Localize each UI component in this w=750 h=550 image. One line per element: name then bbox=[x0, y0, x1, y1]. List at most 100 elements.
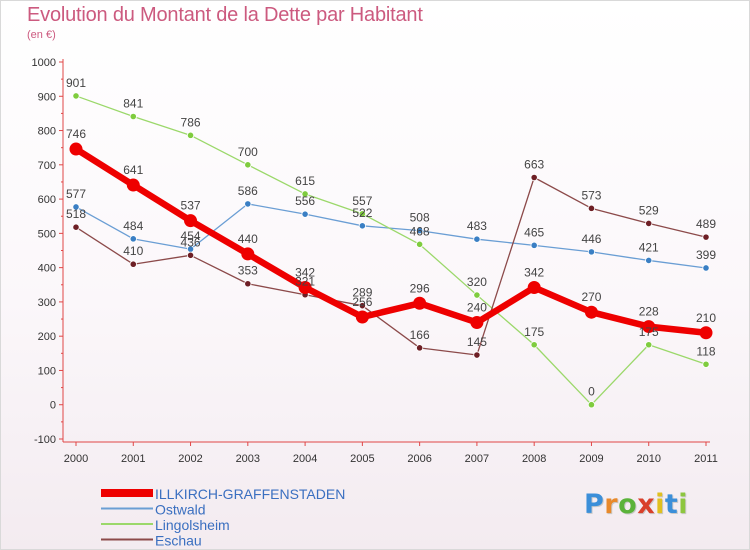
legend-item: Eschau bbox=[101, 533, 202, 549]
data-point bbox=[358, 222, 366, 230]
data-point bbox=[69, 142, 83, 156]
series-line bbox=[75, 176, 707, 356]
legend: ILLKIRCH-GRAFFENSTADENOstwaldLingolsheim… bbox=[101, 486, 345, 549]
data-point bbox=[72, 203, 80, 211]
data-point bbox=[186, 251, 195, 259]
data-point bbox=[587, 204, 596, 212]
data-label: 353 bbox=[238, 264, 258, 278]
logo-letter: t bbox=[664, 489, 679, 520]
data-label: 410 bbox=[123, 244, 143, 258]
data-label: 320 bbox=[467, 275, 487, 289]
x-tick-label: 2007 bbox=[465, 453, 489, 465]
data-point bbox=[298, 281, 312, 295]
data-label: 465 bbox=[524, 225, 544, 239]
data-label: 577 bbox=[66, 187, 86, 201]
data-point bbox=[358, 302, 366, 310]
data-label: 557 bbox=[352, 194, 372, 208]
data-label: 0 bbox=[588, 385, 595, 399]
data-point bbox=[645, 219, 653, 228]
data-point bbox=[530, 341, 538, 349]
data-label: 289 bbox=[352, 286, 372, 300]
data-point bbox=[416, 344, 424, 352]
series-line bbox=[75, 95, 707, 406]
data-point bbox=[702, 233, 710, 241]
data-point bbox=[702, 264, 710, 272]
data-label: 421 bbox=[639, 240, 659, 254]
x-tick-label: 2010 bbox=[636, 453, 660, 465]
data-label: 342 bbox=[524, 266, 544, 280]
series-ostwald bbox=[72, 200, 710, 272]
data-label: 786 bbox=[181, 115, 201, 129]
data-label: 240 bbox=[467, 300, 487, 314]
data-label: 270 bbox=[581, 290, 601, 304]
series-layer bbox=[69, 92, 713, 409]
logo-letter: x bbox=[637, 489, 656, 520]
data-label: 489 bbox=[696, 217, 716, 231]
data-point bbox=[473, 351, 481, 359]
data-label: 573 bbox=[581, 188, 601, 202]
data-point bbox=[301, 190, 309, 198]
data-label: 522 bbox=[352, 206, 372, 220]
data-point bbox=[72, 223, 80, 231]
data-point bbox=[416, 227, 424, 235]
y-tick-label: 700 bbox=[38, 160, 56, 172]
x-tick-label: 2009 bbox=[579, 453, 603, 465]
y-tick-label: 1000 bbox=[32, 57, 56, 69]
x-tick-label: 2004 bbox=[293, 453, 317, 465]
legend-item: ILLKIRCH-GRAFFENSTADEN bbox=[101, 486, 345, 502]
data-label: 256 bbox=[352, 295, 372, 309]
legend-label: Eschau bbox=[155, 533, 202, 549]
data-label: 175 bbox=[639, 325, 659, 339]
y-tick-label: 800 bbox=[38, 126, 56, 138]
data-point bbox=[587, 248, 596, 256]
data-label: 641 bbox=[123, 163, 143, 177]
data-label: 841 bbox=[123, 96, 143, 110]
data-point bbox=[186, 131, 195, 139]
data-label: 228 bbox=[639, 305, 659, 319]
data-point bbox=[358, 210, 366, 218]
x-tick-label: 2001 bbox=[121, 453, 145, 465]
x-tick-label: 2002 bbox=[178, 453, 202, 465]
data-label: 118 bbox=[696, 344, 715, 358]
data-point bbox=[702, 360, 710, 368]
data-label: 508 bbox=[410, 211, 430, 225]
data-label: 700 bbox=[238, 145, 258, 159]
data-point bbox=[244, 200, 252, 208]
axes: -100 0 100 200 300 400 500 600 700 800 900 1000 2000… bbox=[32, 57, 718, 465]
legend-item: Lingolsheim bbox=[101, 517, 230, 533]
data-point bbox=[584, 305, 598, 319]
data-point bbox=[530, 241, 538, 249]
data-point bbox=[642, 320, 656, 334]
data-label: 321 bbox=[295, 275, 315, 289]
data-label: 483 bbox=[467, 219, 487, 233]
data-label: 145 bbox=[467, 335, 487, 349]
legend-label: Ostwald bbox=[155, 502, 206, 518]
data-point bbox=[72, 92, 80, 100]
legend-item: Ostwald bbox=[101, 502, 206, 518]
chart-unit: (en €) bbox=[27, 29, 56, 41]
data-label: 210 bbox=[696, 311, 716, 325]
data-point bbox=[587, 401, 596, 409]
y-tick-label: 900 bbox=[38, 91, 56, 103]
series-lingolsheim bbox=[72, 92, 710, 409]
logo-letter: i bbox=[678, 489, 689, 520]
data-point bbox=[416, 240, 424, 248]
logo-letter: P bbox=[584, 489, 605, 520]
y-tick-label: 300 bbox=[38, 297, 56, 309]
series-line bbox=[75, 203, 707, 269]
data-label: 518 bbox=[66, 207, 86, 221]
data-point bbox=[244, 161, 252, 169]
data-label: 296 bbox=[410, 281, 430, 295]
data-point bbox=[470, 315, 484, 329]
chart-title: Evolution du Montant de la Dette par Hab… bbox=[27, 4, 423, 26]
data-point bbox=[473, 235, 481, 243]
series-illkirch-graffenstaden bbox=[69, 142, 713, 340]
data-label: 399 bbox=[696, 248, 716, 262]
logo-letter: o bbox=[618, 489, 638, 520]
data-point bbox=[244, 280, 252, 288]
y-tick-label: 100 bbox=[38, 365, 56, 377]
y-tick-label: -100 bbox=[34, 434, 56, 446]
data-point bbox=[645, 341, 653, 349]
legend-label: ILLKIRCH-GRAFFENSTADEN bbox=[155, 486, 345, 502]
y-tick-label: 400 bbox=[38, 263, 56, 275]
